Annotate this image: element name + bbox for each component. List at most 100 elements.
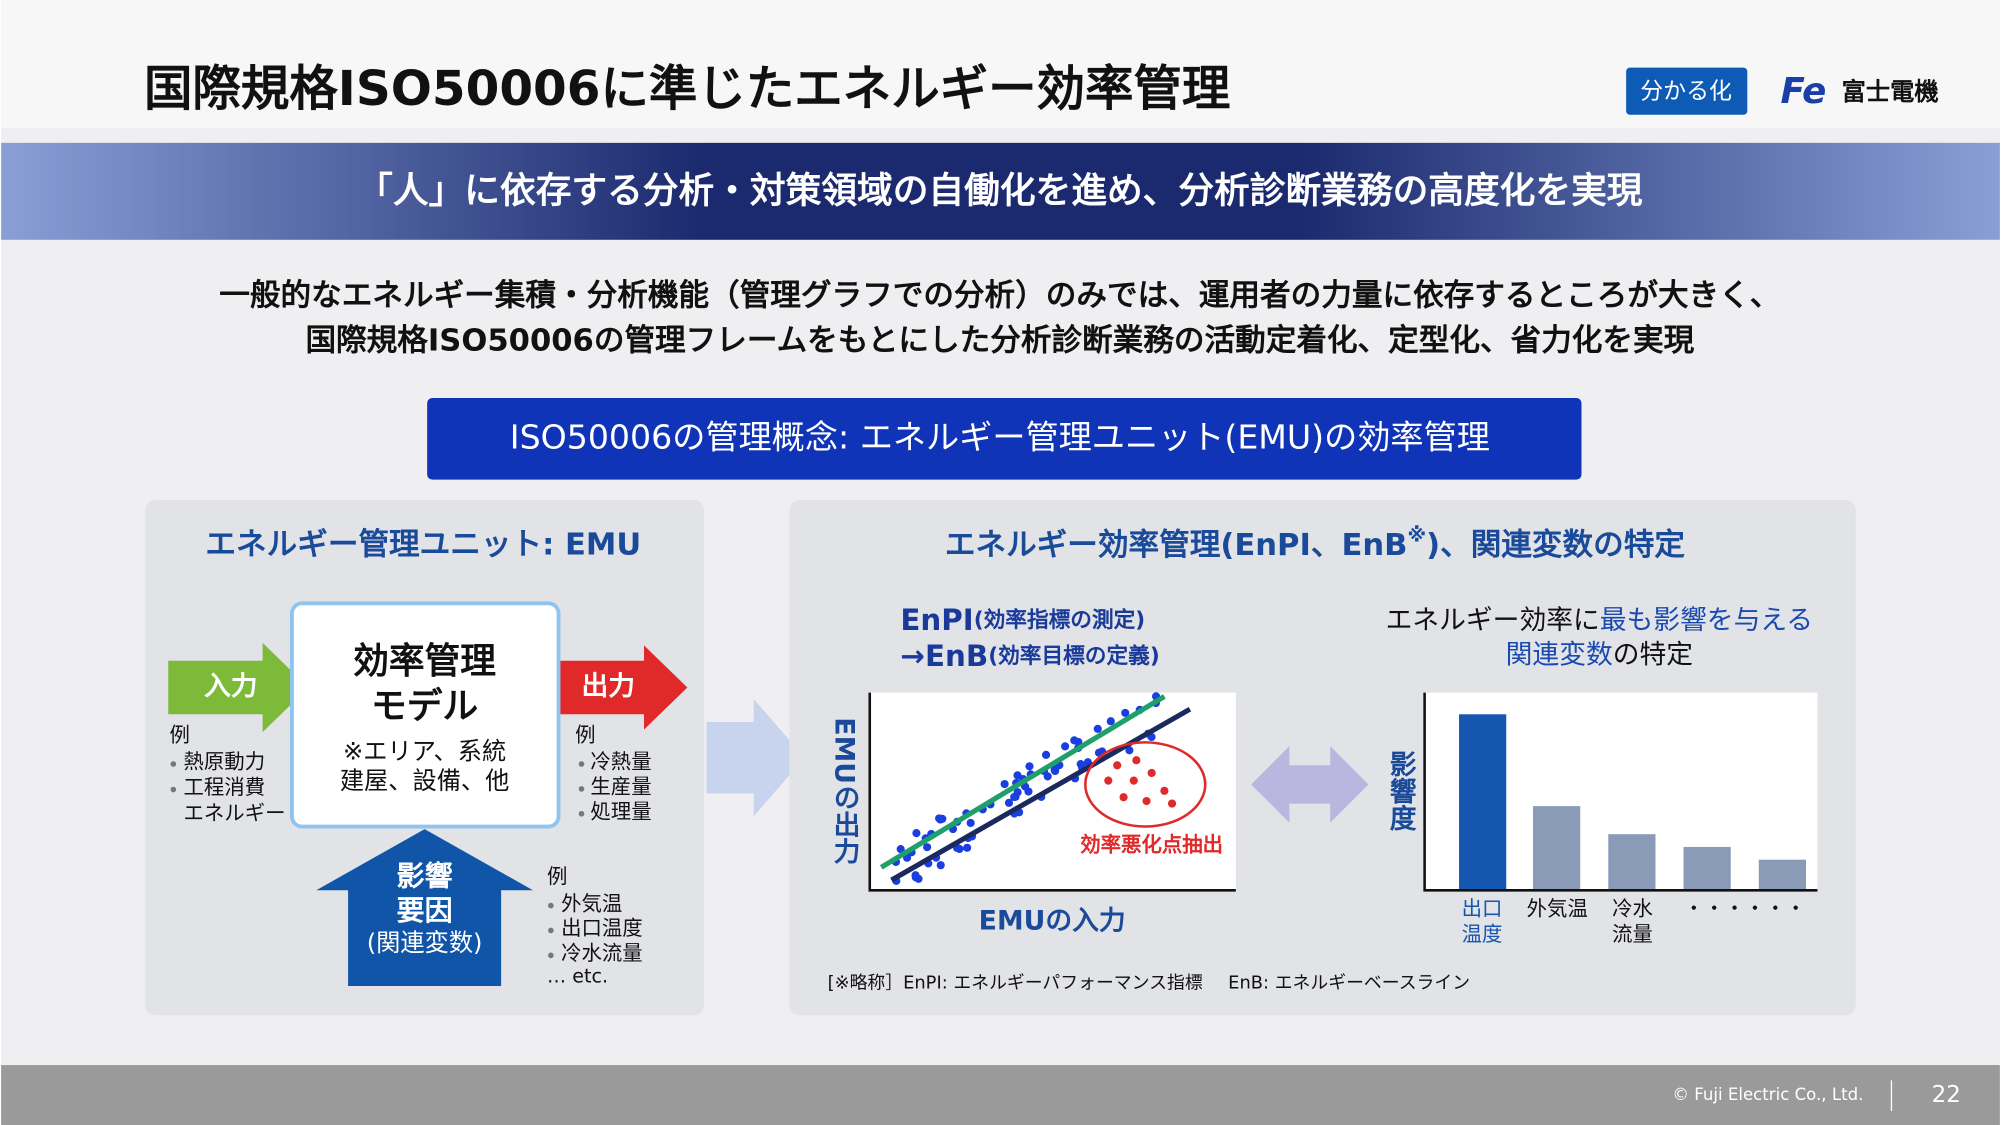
output-label: 出力 bbox=[582, 671, 636, 702]
example-item: 熱原動力 bbox=[184, 750, 266, 774]
scatter-dot bbox=[1051, 766, 1060, 776]
example-item: 出口温度 bbox=[561, 916, 643, 940]
bullet bbox=[170, 786, 177, 793]
scatter-axes bbox=[868, 692, 1236, 892]
outlier-dot bbox=[1167, 799, 1177, 808]
example-item: エネルギー bbox=[184, 801, 286, 825]
scatter-dot bbox=[966, 818, 975, 828]
scatter-dot bbox=[1041, 750, 1051, 759]
copyright: © Fuji Electric Co., Ltd. bbox=[1672, 1085, 1863, 1104]
badge-text: 分かる化 bbox=[1640, 78, 1732, 104]
flow-arrow bbox=[706, 698, 805, 817]
intro-line: 一般的なエネルギー集積・分析機能（管理グラフでの分析）のみでは、運用者の力量に依… bbox=[219, 278, 1780, 314]
scatter-dot bbox=[1121, 708, 1130, 717]
outlier-dot bbox=[1132, 756, 1141, 765]
panel-title: エネルギー管理ユニット: EMU bbox=[205, 527, 641, 562]
enb: →EnB(効率目標の定義) bbox=[900, 638, 1159, 672]
bullet bbox=[170, 761, 177, 767]
bullet bbox=[578, 786, 585, 792]
enb-line bbox=[879, 694, 1166, 870]
enpi-desc: (効率指標の測定) bbox=[974, 607, 1146, 633]
note-part: [※略称］EnPI: エネルギーパフォーマンス指標 bbox=[828, 972, 1203, 993]
enpi: EnPI(効率指標の測定) bbox=[900, 603, 1145, 637]
bar-category: 冷水 bbox=[1612, 896, 1653, 920]
example-item: 生産量 bbox=[590, 775, 651, 799]
example-item: 処理量 bbox=[590, 800, 651, 824]
model-box bbox=[290, 601, 561, 829]
bar-category: 温度 bbox=[1462, 922, 1503, 946]
bullet bbox=[548, 927, 554, 934]
scatter-dot bbox=[1013, 771, 1022, 780]
bullet bbox=[578, 810, 585, 817]
page-number: 22 bbox=[1932, 1082, 1961, 1108]
bar bbox=[1608, 834, 1656, 890]
concept-text: ISO50006の管理概念: エネルギー管理ユニット(EMU)の効率管理 bbox=[510, 417, 1490, 456]
panel-title: エネルギー効率管理(EnPI、EnB※)、関連変数の特定 bbox=[945, 523, 1685, 562]
outlier-dot bbox=[1142, 796, 1151, 806]
note-part: EnB: エネルギーベースライン bbox=[1228, 972, 1470, 993]
scatter-dot bbox=[935, 814, 944, 823]
concept-box bbox=[427, 397, 1582, 480]
heading-part: の特定 bbox=[1613, 639, 1693, 670]
bullet bbox=[578, 761, 585, 767]
y-label: EMUの出力 bbox=[828, 717, 859, 865]
outlier-ring bbox=[1084, 741, 1207, 828]
title-part: )、関連変数の特定 bbox=[1426, 526, 1685, 562]
annotation: 効率悪化点抽出 bbox=[1080, 833, 1223, 857]
scatter-dot bbox=[1125, 746, 1134, 755]
outlier-dot bbox=[1129, 776, 1138, 785]
title: 国際規格ISO50006に準じたエネルギー効率管理 bbox=[144, 61, 1230, 117]
scatter-dot bbox=[912, 829, 921, 838]
scatter-dot bbox=[1093, 724, 1102, 733]
scatter-dot bbox=[1004, 798, 1014, 807]
bullet bbox=[548, 952, 554, 959]
enpi-line bbox=[890, 706, 1192, 883]
bar bbox=[1683, 846, 1731, 890]
outlier-dot bbox=[1113, 761, 1122, 770]
influence-label: 影響 bbox=[397, 860, 453, 893]
footer bbox=[1, 1065, 2000, 1125]
note: [※略称］EnPI: エネルギーパフォーマンス指標 EnB: エネルギーベースライ… bbox=[828, 972, 1470, 993]
bar-heading: エネルギー効率に最も影響を与える bbox=[1386, 605, 1813, 636]
banner-text: 「人」に依存する分析・対策領域の自働化を進め、分析診断業務の高度化を実現 bbox=[357, 171, 1643, 212]
bar-category: 外気温 bbox=[1527, 896, 1588, 920]
bar bbox=[1758, 859, 1806, 890]
input-label: 入力 bbox=[204, 671, 258, 702]
example-heading: 例 bbox=[575, 723, 595, 747]
intro-line: 国際規格ISO50006の管理フレームをもとにした分析診断業務の活動定着化、定型… bbox=[305, 322, 1694, 358]
bar-y-label: 影響度 bbox=[1385, 750, 1416, 832]
example-heading: 例 bbox=[170, 723, 190, 747]
bar-heading: 関連変数の特定 bbox=[1506, 639, 1693, 670]
scatter-dot bbox=[1000, 779, 1009, 789]
logo-text: 富士電機 bbox=[1842, 78, 1939, 106]
model-title: モデル bbox=[371, 686, 478, 727]
scatter-dot bbox=[1074, 737, 1083, 746]
title-sup: ※ bbox=[1407, 523, 1426, 546]
example-heading: 例 bbox=[547, 865, 567, 889]
influence-label: 要因 bbox=[397, 894, 453, 927]
scatter-dot bbox=[923, 843, 932, 852]
double-arrow bbox=[1251, 746, 1369, 823]
model-title: 効率管理 bbox=[353, 641, 496, 682]
model-note: ※エリア、系統 bbox=[343, 738, 506, 766]
enb-term: →EnB bbox=[900, 638, 988, 672]
bullet bbox=[548, 902, 554, 909]
outlier-dot bbox=[1119, 793, 1128, 802]
scatter-dot bbox=[1013, 788, 1022, 797]
output-arrow bbox=[547, 645, 688, 730]
scatter-dot bbox=[896, 845, 905, 854]
influence-arrow bbox=[316, 829, 534, 986]
outlier-dot bbox=[1104, 776, 1113, 785]
banner bbox=[1, 142, 2000, 240]
example-item: 冷熱量 bbox=[590, 750, 651, 774]
scatter-dot bbox=[963, 843, 972, 852]
bar-category: ・・・・・・ bbox=[1684, 896, 1806, 920]
example-item: 冷水流量 bbox=[561, 941, 643, 965]
influence-label: (関連変数) bbox=[367, 929, 483, 957]
bar-category: 流量 bbox=[1612, 922, 1653, 946]
logo-mark: Fe bbox=[1780, 71, 1826, 112]
outlier-dot bbox=[1147, 768, 1156, 778]
enpi-term: EnPI bbox=[900, 603, 973, 637]
